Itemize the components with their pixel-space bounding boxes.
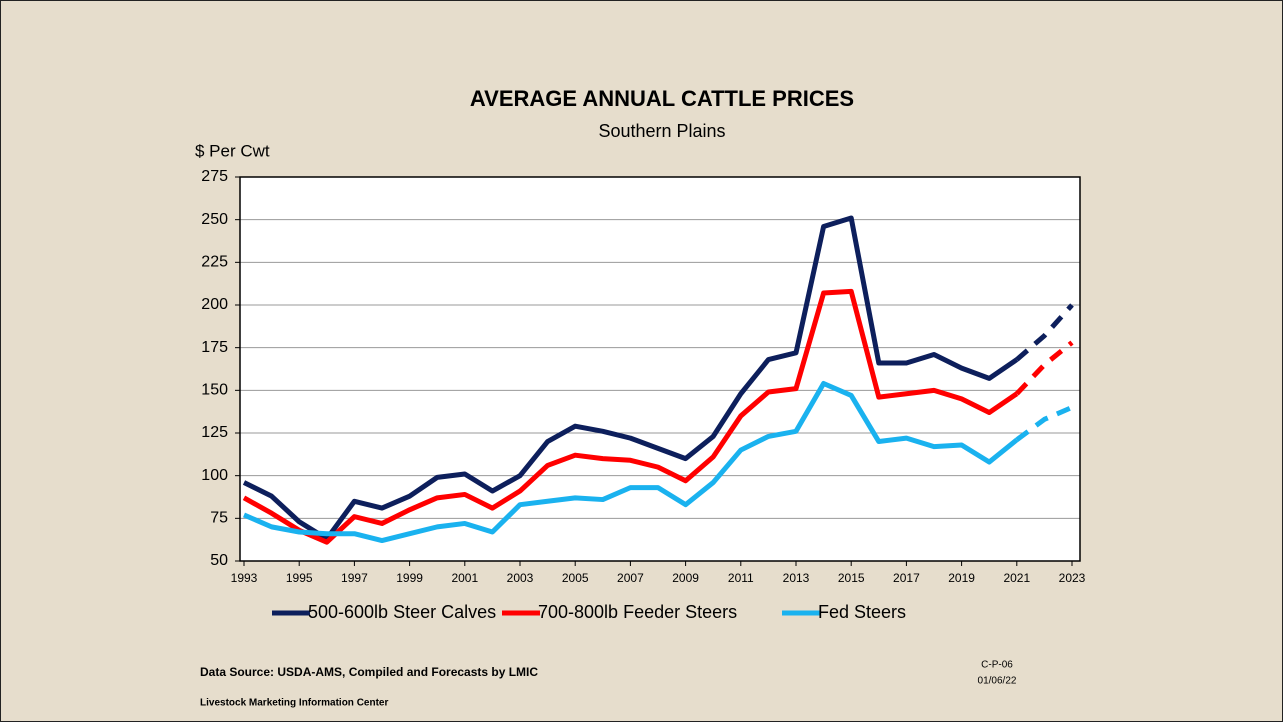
chart-date: 01/06/22: [978, 676, 1017, 687]
x-tick-label: 2007: [617, 571, 644, 585]
series-line: [242, 288, 1019, 545]
y-tick-label: 50: [210, 552, 228, 569]
x-tick-label: 2013: [783, 571, 810, 585]
y-tick-label: 125: [201, 424, 228, 441]
x-tick-label: 2011: [728, 571, 754, 585]
series-forecast-line: [1015, 303, 1074, 362]
y-tick-label: 175: [201, 339, 228, 356]
x-tick-label: 1999: [396, 571, 423, 585]
y-tick-label: 275: [201, 168, 228, 185]
y-axis-label: $ Per Cwt: [195, 141, 270, 160]
y-tick-label: 150: [201, 382, 228, 399]
legend-label: 700-800lb Feeder Steers: [538, 602, 737, 622]
x-tick-label: 2009: [672, 571, 699, 585]
chart-code: C-P-06: [981, 660, 1013, 671]
series-forecast-line: [1015, 405, 1073, 442]
y-tick-label: 100: [201, 467, 228, 484]
series-forecast-line: [1014, 340, 1074, 396]
legend-label: Fed Steers: [818, 602, 906, 622]
plot-border: [239, 176, 1081, 562]
x-tick-label: 1995: [286, 571, 313, 585]
chart-title: AVERAGE ANNUAL CATTLE PRICES: [470, 86, 854, 111]
series-line: [242, 215, 1019, 542]
x-tick-label: 2005: [562, 571, 589, 585]
source-note: Data Source: USDA-AMS, Compiled and Fore…: [200, 665, 538, 679]
organization: Livestock Marketing Information Center: [200, 698, 388, 709]
x-tick-label: 2021: [1003, 571, 1030, 585]
x-tick-label: 2003: [507, 571, 534, 585]
x-tick-label: 2019: [948, 571, 975, 585]
x-tick-label: 2017: [893, 571, 920, 585]
x-tick-label: 2023: [1059, 571, 1086, 585]
legend-label: 500-600lb Steer Calves: [308, 602, 496, 622]
x-tick-label: 2001: [451, 571, 478, 585]
y-tick-label: 250: [201, 211, 228, 228]
series-line: [243, 381, 1019, 544]
y-tick-label: 75: [210, 510, 228, 527]
x-tick-label: 2015: [838, 571, 865, 585]
plot-area: [240, 177, 1080, 561]
x-tick-label: 1993: [231, 571, 258, 585]
x-tick-label: 1997: [341, 571, 368, 585]
chart-subtitle: Southern Plains: [598, 121, 725, 141]
y-tick-label: 225: [201, 254, 228, 271]
y-tick-label: 200: [201, 296, 228, 313]
